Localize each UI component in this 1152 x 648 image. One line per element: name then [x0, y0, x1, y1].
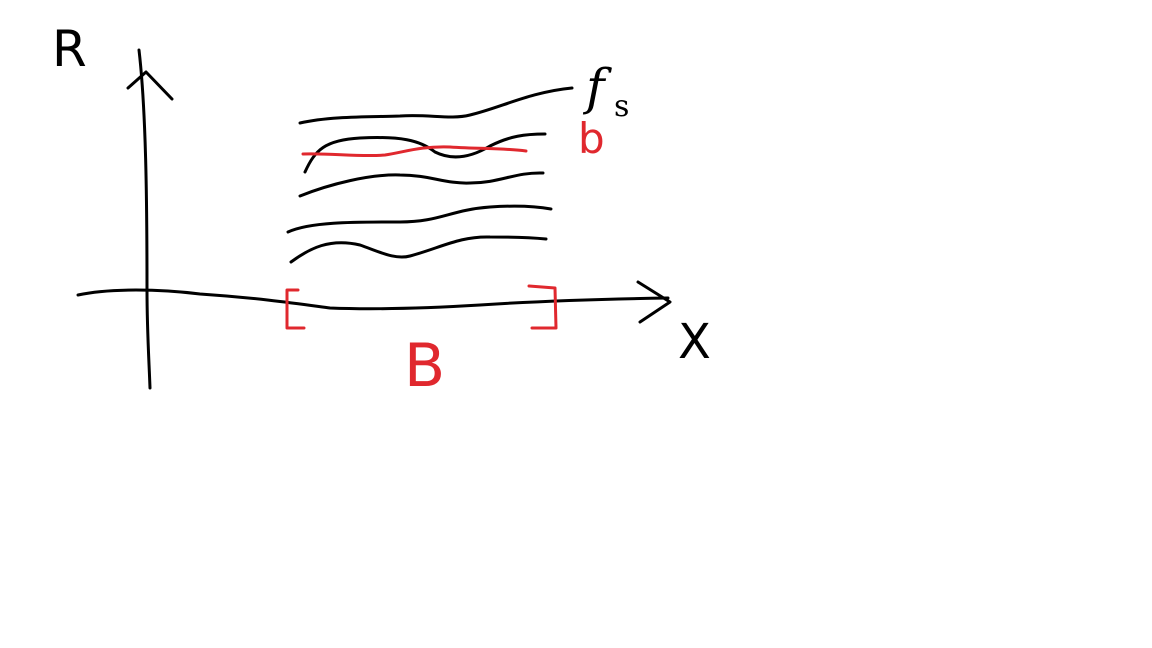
highlight-curve-label: b [578, 114, 605, 163]
x-axis-arrowhead [636, 280, 672, 324]
family-label: f [586, 58, 605, 116]
family-curve-4 [286, 204, 553, 234]
family-curve-1 [298, 86, 574, 125]
interval-right-bracket [527, 284, 558, 330]
family-curve-3 [298, 171, 545, 198]
family-subscript-label: s [614, 89, 630, 124]
family-curve-5 [289, 235, 548, 264]
highlight-curve-b [301, 145, 528, 158]
x-axis-label: X [678, 314, 711, 370]
y-axis-line [137, 48, 152, 390]
y-axis-label: R [52, 20, 87, 78]
x-axis-line [76, 288, 670, 311]
y-axis-arrowhead [126, 70, 174, 101]
interval-label: B [404, 331, 446, 401]
family-curve-2 [303, 132, 547, 174]
interval-left-bracket [285, 288, 306, 330]
